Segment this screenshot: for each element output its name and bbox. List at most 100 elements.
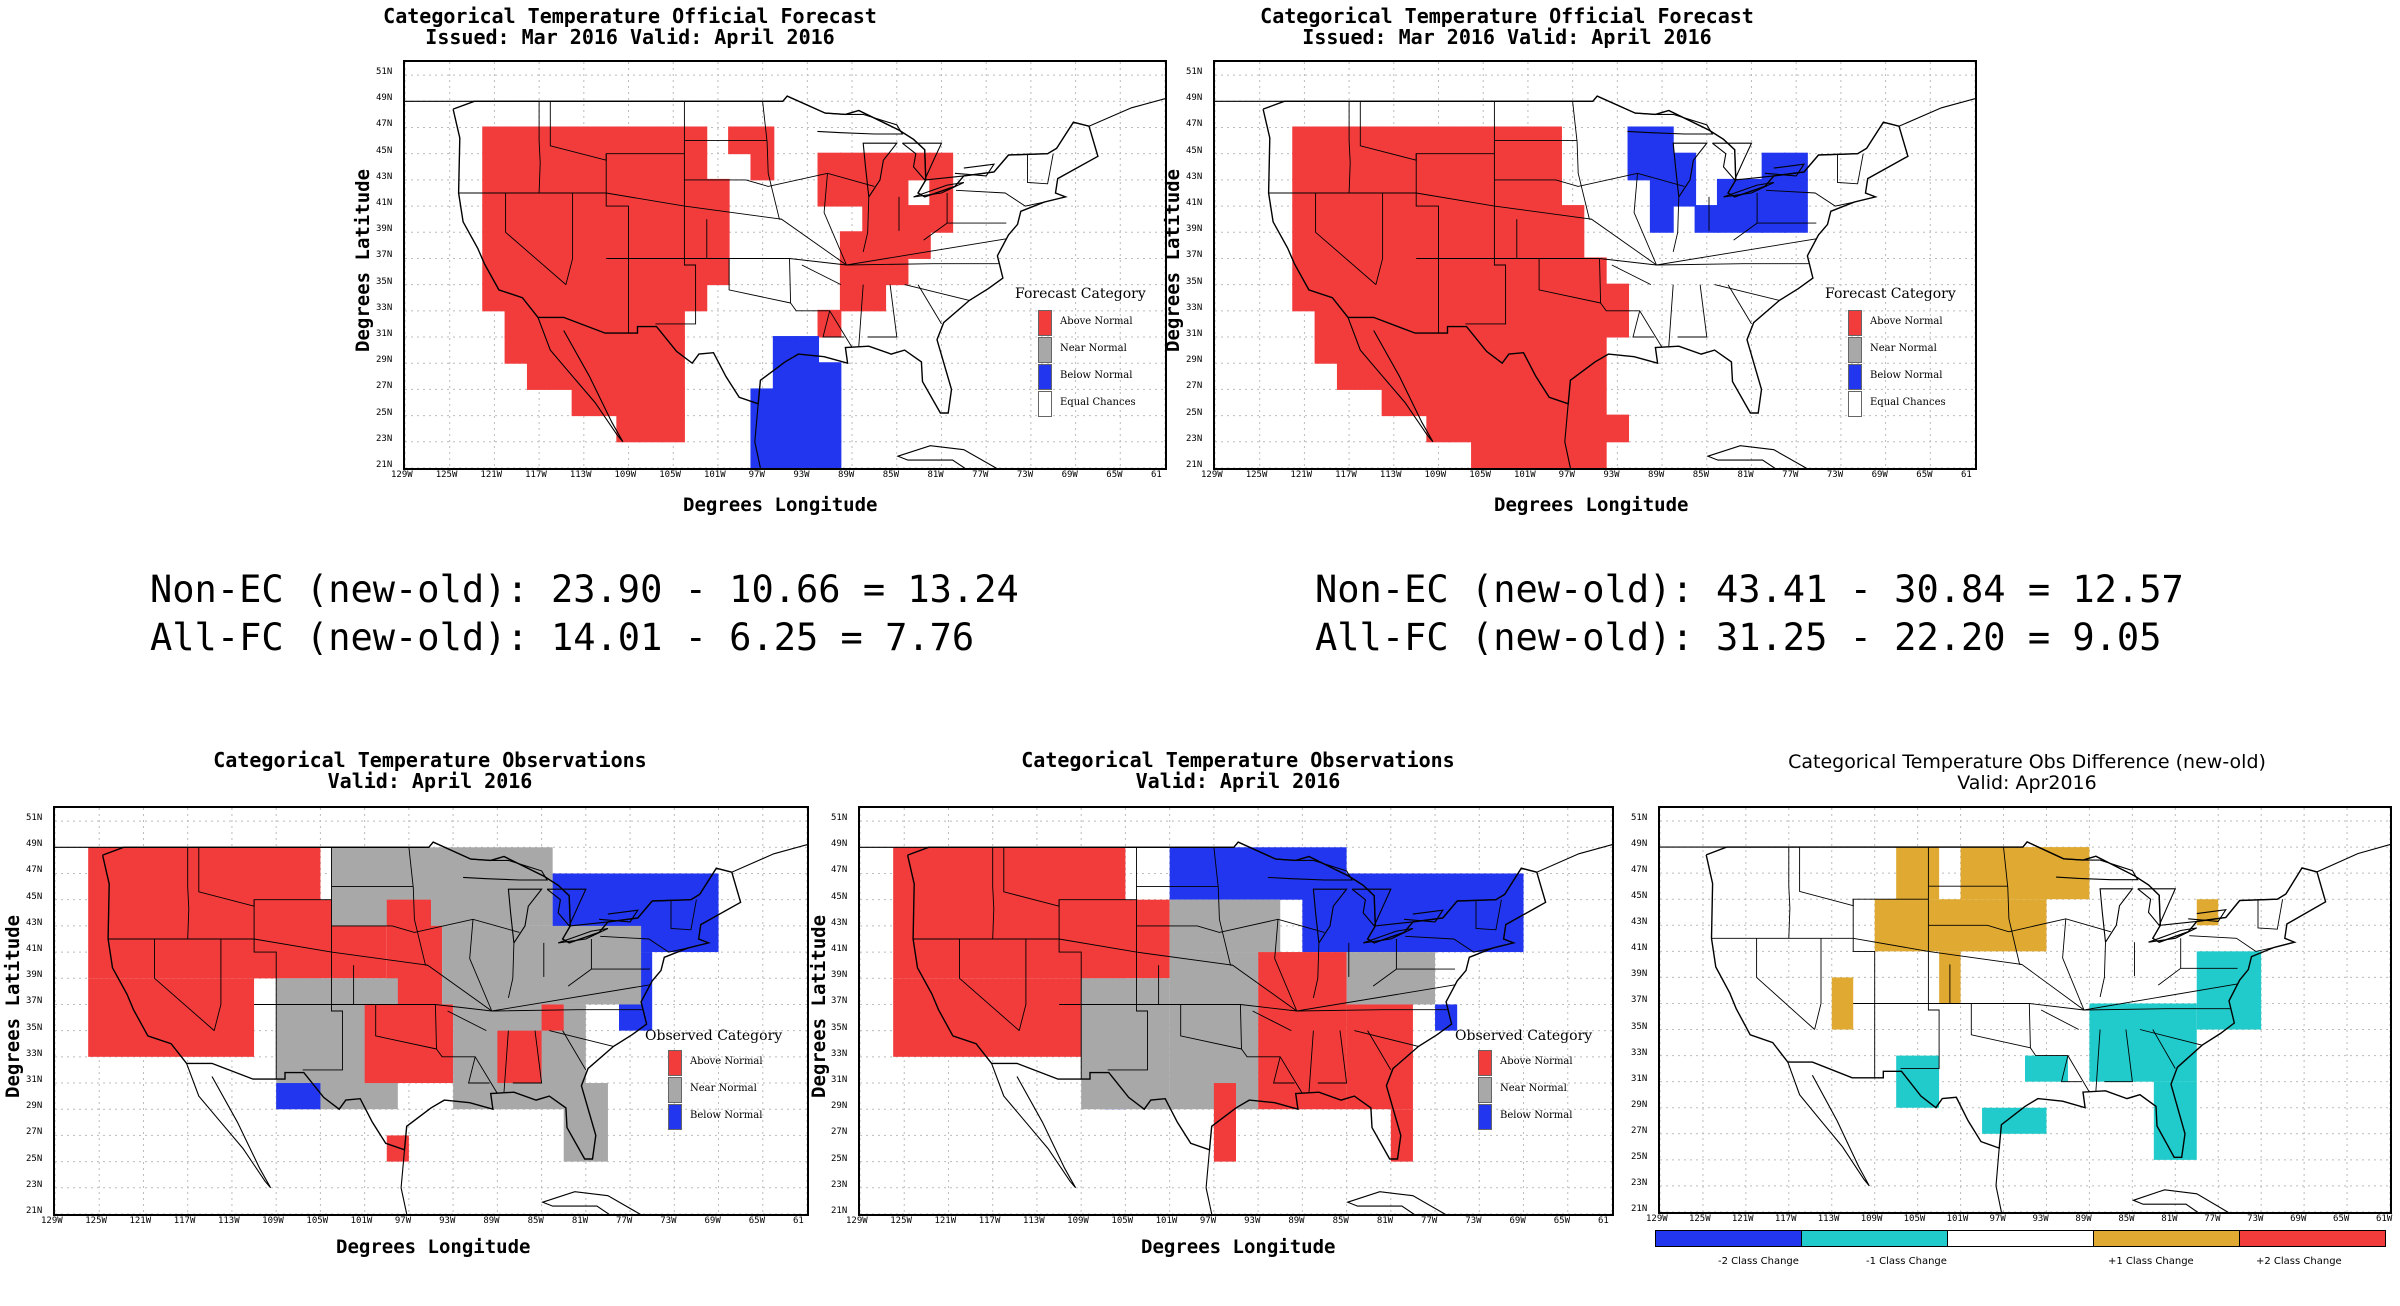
- forecast-old-map-svg: [405, 62, 1165, 468]
- grid-cell: [750, 467, 775, 468]
- state-border: [198, 847, 332, 907]
- obs-old-legend-title: Observed Category: [645, 1028, 783, 1044]
- x-tick-label: 129W: [391, 470, 413, 480]
- grid-cell: [884, 205, 909, 233]
- grid-cell: [616, 362, 641, 390]
- grid-cell: [1515, 467, 1540, 468]
- state-border: [375, 1004, 437, 1050]
- state-border: [789, 258, 853, 348]
- grid-cell: [1404, 126, 1428, 155]
- state-border: [253, 899, 277, 1080]
- category-region: [2196, 951, 2262, 1030]
- grid-cell: [884, 152, 909, 181]
- grid-cell: [1515, 178, 1540, 207]
- grid-cell: [482, 257, 507, 286]
- y-tick-label: 41N: [376, 198, 393, 209]
- grid-cell: [1336, 205, 1361, 233]
- x-tick-label: 69W: [1871, 470, 1888, 480]
- grid-cell: [1784, 205, 1808, 233]
- grid-cell: [1649, 178, 1674, 207]
- x-tick-label: 113W: [569, 470, 592, 480]
- category-region: [497, 1030, 542, 1084]
- mexico-gulf-coast: [754, 403, 761, 468]
- category-region: [88, 978, 255, 1057]
- grid-cell: [683, 205, 708, 233]
- legend-label: Below Normal: [1500, 1110, 1573, 1121]
- x-tick-label: 125W: [435, 470, 458, 480]
- y-tick-label: 29N: [831, 1101, 848, 1112]
- state-border: [1814, 938, 1822, 1030]
- grid-cell: [1493, 414, 1518, 443]
- obs-old-xlabel: Degrees Longitude: [336, 1236, 531, 1258]
- grid-cell: [1784, 178, 1808, 207]
- y-tick-label: 41N: [1186, 198, 1203, 209]
- forecast-old-ylabel: Degrees Latitude: [352, 168, 374, 352]
- grid-cell: [1538, 414, 1562, 443]
- legend-label: Near Normal: [1060, 343, 1127, 354]
- state-border: [1180, 1004, 1242, 1050]
- grid-cell: [817, 388, 842, 417]
- state-border: [823, 173, 847, 266]
- grid-cell: [549, 231, 574, 259]
- state-border: [447, 1010, 487, 1032]
- y-tick-label: 35N: [1631, 1021, 1648, 1032]
- forecast-new-xlabel: Degrees Longitude: [1494, 494, 1689, 516]
- state-border: [187, 847, 190, 940]
- grid-cell: [661, 178, 685, 207]
- grid-cell: [482, 283, 507, 312]
- state-border: [1058, 899, 1082, 1080]
- x-tick-label: 121W: [129, 1216, 152, 1226]
- grid-cell: [1381, 205, 1406, 233]
- grid-cell: [594, 126, 618, 155]
- state-border: [1348, 101, 1351, 194]
- obs-new-map: [858, 806, 1614, 1216]
- y-tick-label: 43N: [26, 917, 43, 928]
- grid-cell: [1560, 257, 1585, 286]
- grid-cell: [616, 126, 641, 155]
- y-tick-label: 39N: [376, 224, 393, 235]
- y-tick-label: 35N: [376, 276, 393, 287]
- legend-label: Above Normal: [1870, 316, 1943, 327]
- grid-cell: [1448, 231, 1473, 259]
- state-border: [1027, 153, 1054, 185]
- grid-cell: [594, 336, 618, 364]
- grid-cell: [1359, 126, 1384, 155]
- great-lake: [599, 909, 639, 923]
- grid-cell: [1381, 336, 1406, 364]
- y-tick-label: 31N: [831, 1075, 848, 1086]
- category-region: [1169, 952, 1259, 1110]
- x-tick-label: 61: [793, 1216, 804, 1226]
- y-tick-label: 39N: [26, 970, 43, 981]
- grid-cell: [1538, 309, 1562, 338]
- grid-cell: [1493, 467, 1518, 468]
- grid-cell: [1314, 126, 1339, 155]
- great-lake: [2188, 908, 2227, 922]
- y-tick-label: 41N: [26, 944, 43, 955]
- state-border: [1572, 101, 1592, 220]
- grid-cell: [1381, 388, 1406, 417]
- x-tick-label: 109W: [262, 1216, 284, 1226]
- grid-cell: [1560, 362, 1585, 390]
- x-tick-label: 89W: [1288, 1216, 1305, 1226]
- y-tick-label: 37N: [1631, 995, 1648, 1006]
- grid-cell: [1381, 152, 1406, 181]
- grid-cell: [594, 283, 618, 312]
- x-tick-label: 69W: [2290, 1214, 2307, 1224]
- grid-cell: [1538, 205, 1562, 233]
- grid-cell: [1426, 178, 1451, 207]
- obs-old-map: [53, 806, 809, 1216]
- canada-border: [1215, 95, 1975, 181]
- grid-cell: [1493, 336, 1518, 364]
- category-region: [1390, 1109, 1413, 1162]
- grid-cell: [661, 362, 685, 390]
- x-tick-label: 113W: [217, 1216, 240, 1226]
- state-border: [1312, 942, 1320, 998]
- grid-cell: [1336, 309, 1361, 338]
- obs-diff-map: [1658, 806, 2392, 1214]
- grid-cell: [1761, 205, 1786, 233]
- grid-cell: [1381, 283, 1406, 312]
- grid-cell: [638, 362, 663, 390]
- state-border: [1494, 172, 1685, 187]
- y-tick-label: 37N: [26, 996, 43, 1007]
- grid-cell: [661, 152, 685, 181]
